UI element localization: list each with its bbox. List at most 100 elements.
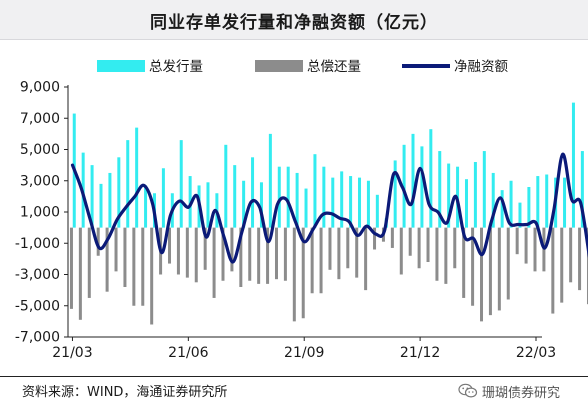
repayment-bar: [310, 227, 314, 294]
repayment-bar: [283, 227, 287, 281]
repayment-bar: [176, 227, 180, 275]
issuance-bar: [295, 172, 299, 228]
issuance-bar: [233, 165, 237, 228]
issuance-bar: [135, 127, 139, 228]
repayment-bar: [453, 227, 457, 269]
issuance-bar: [108, 172, 112, 228]
issuance-bar: [126, 140, 130, 228]
repayment-bar: [168, 227, 172, 264]
issuance-bar: [259, 182, 263, 228]
chart-title: 同业存单发行量和净融资额（亿元）: [150, 13, 438, 33]
issuance-bar: [313, 154, 317, 228]
issuance-bar: [473, 162, 477, 228]
issuance-bar: [500, 190, 504, 228]
title-band: [0, 0, 588, 40]
repayment-bar: [560, 227, 564, 303]
issuance-bar: [117, 157, 121, 228]
repayment-bar: [123, 227, 127, 287]
repayment-bar: [533, 227, 537, 272]
repayment-bar: [248, 227, 252, 281]
x-tick-label: 22/03: [516, 345, 556, 361]
issuance-bar: [420, 146, 424, 228]
issuance-bar: [447, 163, 451, 228]
issuance-bar: [563, 177, 567, 228]
watermark-text: 珊瑚债券研究: [482, 385, 561, 401]
repayment-bar: [212, 227, 216, 298]
issuance-bar: [99, 183, 103, 228]
repayment-bar: [96, 227, 100, 256]
repayment-bar: [399, 227, 403, 275]
issuance-bar: [518, 202, 522, 228]
issuance-bar: [90, 165, 94, 228]
repayment-bar: [292, 227, 296, 322]
issuance-bar: [224, 144, 228, 228]
issuance-bar: [429, 129, 433, 228]
repayment-bar: [230, 227, 234, 272]
legend-net-financing-label: 净融资额: [454, 59, 508, 75]
y-tick-label: -5,000: [15, 298, 60, 314]
repayment-bar: [417, 227, 421, 269]
wechat-icon: [458, 383, 478, 398]
issuance-bar: [331, 177, 335, 228]
repayment-bar: [337, 227, 341, 280]
issuance-bar: [402, 144, 406, 228]
issuance-bar: [571, 102, 575, 228]
repayment-bar: [524, 227, 528, 264]
issuance-bar: [340, 171, 344, 228]
repayment-bar: [506, 227, 510, 300]
net-financing-line: [70, 152, 588, 264]
repayment-bar: [444, 227, 448, 284]
repayment-bar: [373, 227, 377, 250]
repayment-bar: [355, 227, 359, 278]
issuance-bar: [393, 160, 397, 228]
repayment-bar: [328, 227, 332, 270]
issuance-bars: [72, 102, 584, 228]
issuance-bar: [322, 166, 326, 228]
watermark: 珊瑚债券研究: [458, 380, 560, 402]
issuance-bar: [366, 180, 370, 228]
x-tick-label: 21/03: [52, 345, 92, 361]
repayment-bar: [515, 227, 519, 255]
issuance-bar: [482, 151, 486, 228]
repayment-bar: [551, 227, 555, 314]
x-tick-label: 21/06: [168, 345, 208, 361]
repayment-bar: [87, 227, 91, 298]
legend-repayment-swatch: [255, 60, 303, 72]
legend-repayment-label: 总偿还量: [307, 59, 361, 75]
issuance-bar: [464, 179, 468, 228]
issuance-bar: [358, 177, 362, 228]
issuance-bar: [509, 180, 513, 228]
repayment-bar: [185, 227, 189, 278]
y-tick-label: -3,000: [15, 267, 60, 283]
repayment-bar: [266, 227, 270, 284]
issuance-bar: [438, 151, 442, 228]
repayment-bar: [346, 227, 350, 269]
issuance-bar: [375, 194, 379, 228]
repayment-bar: [203, 227, 207, 270]
repayment-bar: [301, 227, 305, 319]
repayment-bar: [586, 227, 588, 305]
y-tick-label: 7,000: [20, 111, 60, 127]
source-note: 资料来源：WIND，海通证券研究所: [22, 385, 228, 400]
repayment-bar: [239, 227, 243, 287]
repayment-bar: [221, 227, 225, 281]
issuance-bar: [491, 172, 495, 228]
x-tick-label: 21/09: [284, 345, 324, 361]
repayment-bar: [408, 227, 412, 256]
issuance-bar: [277, 166, 281, 228]
repayment-bar: [78, 227, 82, 320]
issuance-bar: [286, 166, 290, 228]
repayment-bar: [274, 227, 278, 280]
axes: [64, 85, 542, 341]
issuance-bar: [536, 176, 540, 228]
repayment-bar: [497, 227, 501, 311]
issuance-bar: [242, 180, 246, 228]
x-tick-label: 21/12: [400, 345, 440, 361]
repayment-bar: [194, 227, 198, 283]
net-financing-path: [70, 152, 588, 264]
issuance-bar: [349, 176, 353, 228]
repayment-bar: [257, 227, 261, 284]
y-tick-label: 3,000: [20, 173, 60, 189]
issuance-bar: [580, 151, 584, 228]
